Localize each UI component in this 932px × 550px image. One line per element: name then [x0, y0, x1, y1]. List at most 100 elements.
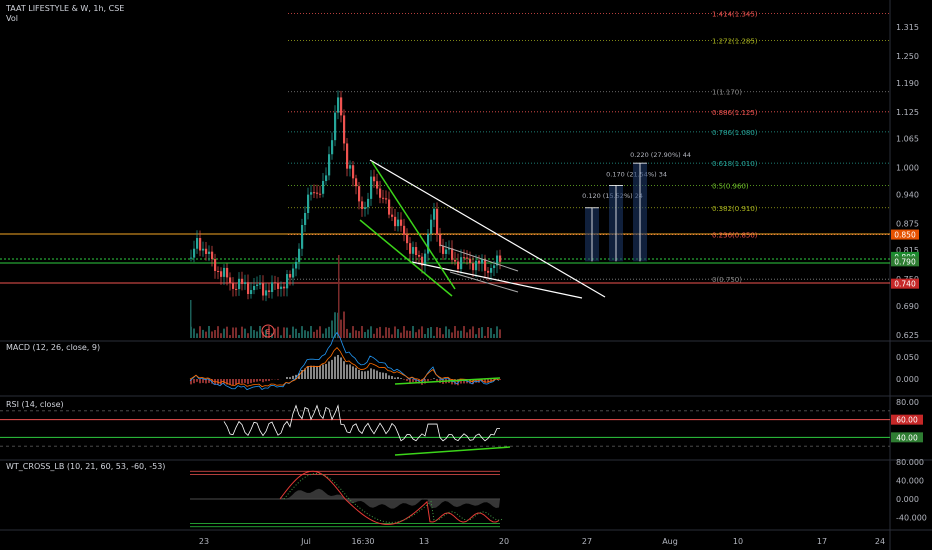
- candle-body: [496, 255, 499, 266]
- volume-bar: [334, 312, 336, 338]
- volume-bar: [409, 330, 411, 338]
- candle-body: [487, 270, 490, 273]
- candle-body: [232, 282, 235, 289]
- fib-level-label: 1(1.170): [712, 89, 742, 97]
- gray-channel-lower[interactable]: [449, 271, 519, 293]
- volume-bar: [310, 326, 312, 338]
- candle-body: [427, 233, 430, 254]
- volume-bar: [478, 327, 480, 338]
- candle-body: [400, 219, 403, 226]
- horizontal-lines[interactable]: [0, 233, 890, 284]
- candle-body: [403, 225, 406, 235]
- candle-body: [298, 248, 301, 262]
- candle-body: [214, 259, 217, 271]
- trend-lines[interactable]: [359, 159, 606, 299]
- volume-bar: [352, 326, 354, 338]
- candle-body: [304, 212, 307, 225]
- volume-bar: [436, 327, 438, 338]
- rsi-divergence-line[interactable]: [394, 446, 511, 456]
- volume-bar: [349, 332, 351, 338]
- candle-body: [370, 176, 373, 199]
- price-tick-label: 1.065: [896, 135, 919, 144]
- volume-bar: [382, 335, 384, 338]
- candle-body: [364, 207, 367, 209]
- volume-bar: [307, 331, 309, 338]
- volume-bar: [496, 326, 498, 338]
- volume-bar: [274, 328, 276, 338]
- volume-bar: [403, 326, 405, 338]
- candle-body: [193, 248, 196, 258]
- volume-bar: [211, 331, 213, 338]
- candle-body: [463, 257, 466, 259]
- rsi-pane[interactable]: [0, 404, 890, 456]
- earnings-marker[interactable]: E: [261, 324, 275, 338]
- volume-bar: [445, 326, 447, 338]
- candle-body: [418, 255, 421, 257]
- volume-bar: [448, 329, 450, 338]
- candle-body: [442, 246, 445, 254]
- candle-body: [328, 154, 331, 176]
- volume-bar: [292, 326, 294, 338]
- volume-bar: [472, 326, 474, 338]
- volume-bar: [490, 328, 492, 338]
- white-trendline-upper[interactable]: [369, 159, 606, 298]
- macd-divergence-line[interactable]: [394, 377, 501, 385]
- volume-bar: [316, 329, 318, 338]
- candle-body: [421, 256, 424, 266]
- candle-body: [424, 253, 427, 266]
- candle-body: [244, 282, 247, 285]
- gray-channel-upper[interactable]: [439, 244, 519, 272]
- candle-body: [274, 282, 277, 284]
- candle-body: [373, 176, 376, 182]
- wt-tick-label: 80.000: [896, 458, 924, 467]
- fib-level-label: 1.414(1.345): [712, 11, 758, 19]
- candle-body: [391, 214, 394, 217]
- time-axis[interactable]: 23 Jul 16:30 13 20 27 Aug 10 17 24: [199, 537, 885, 546]
- candle-body: [316, 192, 319, 194]
- volume-bar: [388, 327, 390, 338]
- candle-body: [376, 181, 379, 189]
- volume-bar: [247, 333, 249, 338]
- volume-bar: [487, 327, 489, 338]
- candle-body: [283, 286, 286, 289]
- candle-body: [262, 283, 265, 296]
- candle-body: [205, 248, 208, 254]
- candle-body: [337, 97, 340, 113]
- green-wedge-lower[interactable]: [359, 219, 453, 297]
- candle-body: [319, 193, 322, 195]
- volume-bar: [397, 329, 399, 338]
- rsi-badge: [891, 414, 923, 425]
- candle-body: [361, 201, 364, 209]
- candle-body: [451, 248, 454, 260]
- volume-bar: [208, 326, 210, 338]
- candle-body: [475, 260, 478, 271]
- candle-body: [313, 192, 316, 194]
- volume-bar: [424, 334, 426, 338]
- macd-pane[interactable]: [189, 331, 501, 391]
- volume-bar: [433, 335, 435, 338]
- white-trendline-lower[interactable]: [411, 261, 583, 299]
- candle-body: [235, 288, 238, 290]
- wt1-line: [279, 470, 500, 525]
- fib-level-label: 0.786(1.080): [712, 129, 758, 137]
- candle-body: [436, 208, 439, 235]
- macd-tick-label: 0.000: [896, 375, 919, 384]
- candle-body: [358, 186, 361, 202]
- candle-body: [307, 194, 310, 213]
- candle-body: [211, 251, 214, 260]
- green-wedge-upper[interactable]: [371, 161, 456, 290]
- wt-cross-pane[interactable]: [190, 470, 504, 528]
- candle-body: [340, 97, 343, 116]
- volume-bars: [190, 255, 501, 338]
- volume-bar: [304, 330, 306, 338]
- volume-bar: [361, 326, 363, 338]
- candle-body: [385, 198, 388, 200]
- fib-level-label: 1.272(1.285): [712, 37, 758, 45]
- volume-bar: [364, 332, 366, 338]
- price-projections[interactable]: 0.120 (15.52%) 240.170 (21.54%) 340.220 …: [582, 151, 691, 262]
- fib-level-label: 0(0.750): [712, 276, 742, 284]
- fibonacci-levels[interactable]: 1.414(1.345) 1.272(1.285) 1(1.170) 0.886(1.…: [288, 11, 890, 285]
- rsi-badge: [891, 432, 923, 443]
